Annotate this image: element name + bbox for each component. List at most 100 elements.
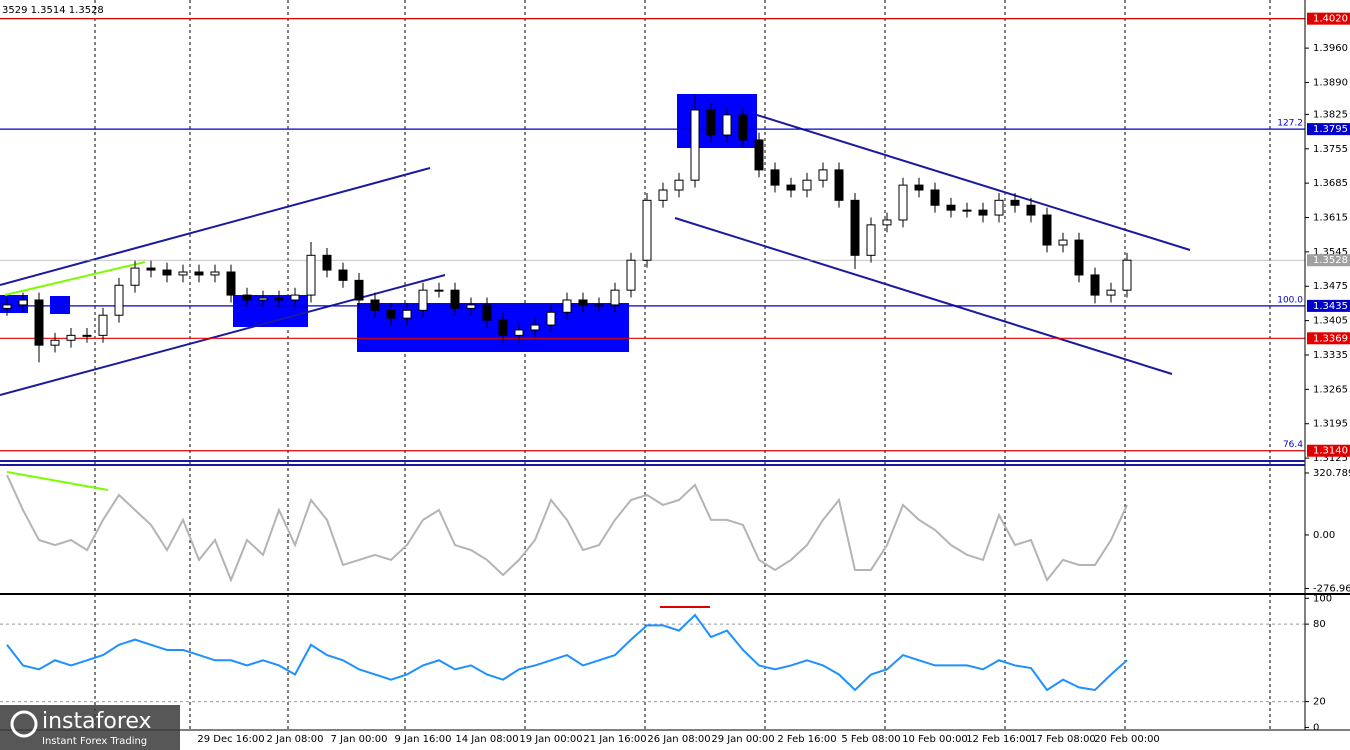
candle-body [690, 109, 700, 181]
candle-body [1010, 199, 1020, 206]
x-tick-label: 5 Feb 08:00 [841, 734, 900, 745]
candle-body [18, 299, 28, 306]
candle-body [754, 139, 764, 171]
level-label: 1.3528 [1313, 255, 1348, 266]
candle-body [114, 284, 124, 316]
x-tick-label: 14 Jan 08:00 [455, 734, 518, 745]
y-tick-label: 1.3405 [1313, 316, 1348, 327]
plot: 127.2 100.0 76.4 [0, 18, 1305, 703]
candle-body [1042, 214, 1052, 246]
candle-body [1058, 239, 1068, 246]
y-tick-label: 1.3265 [1313, 384, 1348, 395]
level-box [1307, 299, 1350, 312]
candle-body [1074, 239, 1084, 276]
x-tick-label: 12 Feb 16:00 [966, 734, 1032, 745]
candle-body [226, 271, 236, 296]
candle-body [626, 259, 636, 291]
x-tick-label: 29 Dec 16:00 [197, 734, 264, 745]
candle-body [962, 209, 972, 212]
candle-body [834, 169, 844, 201]
y-tick-label: 0.00 [1313, 530, 1335, 541]
candle-body [738, 114, 748, 141]
y-tick-label: 1.3475 [1313, 281, 1348, 292]
candle-body [370, 299, 380, 311]
y-tick-label: 1.3755 [1313, 144, 1348, 155]
candle-body [146, 267, 156, 271]
candle-body [898, 184, 908, 221]
y-tick-label: 1.3335 [1313, 350, 1348, 361]
candle-body [530, 324, 540, 331]
candle-body [274, 297, 284, 301]
candle-body [866, 224, 876, 256]
y-tick-label: 1.3545 [1313, 247, 1348, 258]
candle-body [466, 304, 476, 309]
header: 3529 1.3514 1.3528 [2, 5, 104, 16]
candle-body [2, 304, 12, 309]
logo-brand: instaforex [42, 709, 152, 734]
y-tick-label: 1.3195 [1313, 419, 1348, 430]
fib-label: 100.0 [1277, 295, 1303, 305]
candle-body [402, 309, 412, 319]
candle-body [418, 289, 428, 311]
logo-tagline: Instant Forex Trading [42, 736, 147, 747]
level-label: 1.3369 [1313, 333, 1348, 344]
candle-body [930, 189, 940, 206]
candle-body [770, 169, 780, 186]
candle-body [818, 169, 828, 181]
level-label: 1.3140 [1313, 446, 1348, 457]
candle-body [994, 199, 1004, 216]
candle-body [594, 304, 604, 307]
candle-body [82, 334, 92, 337]
logo: instaforex Instant Forex Trading [0, 705, 180, 750]
level-label: 1.3795 [1313, 124, 1348, 135]
candle-body [258, 297, 268, 301]
candle-body [306, 254, 316, 296]
x-tick-label: 26 Jan 08:00 [647, 734, 710, 745]
x-tick-label: 21 Jan 16:00 [583, 734, 646, 745]
candle-body [482, 304, 492, 321]
level-box [1307, 332, 1350, 345]
candle-body [130, 267, 140, 286]
indicator-line [6, 613, 1128, 692]
candle-body [1106, 289, 1116, 296]
candle-body [354, 279, 364, 301]
candle-body [194, 271, 204, 276]
candle-body [706, 109, 716, 136]
candle-body [546, 311, 556, 326]
level-box [1307, 444, 1350, 457]
level-label: 1.4020 [1313, 14, 1348, 25]
candle-body [674, 179, 684, 191]
y-tick-label: 1.3615 [1313, 213, 1348, 224]
fib-label: 76.4 [1283, 440, 1303, 450]
candle-body [98, 314, 108, 336]
level-label: 1.3435 [1313, 301, 1348, 312]
candle-body [578, 299, 588, 306]
y-tick-label: 20 [1313, 697, 1326, 708]
candle-body [1122, 259, 1132, 291]
indicator-line [6, 474, 1128, 583]
candle-body [290, 294, 300, 301]
candle-body [642, 199, 652, 261]
x-tick-label: 29 Jan 00:00 [711, 734, 774, 745]
candle-body [450, 289, 460, 309]
candle-body [658, 189, 668, 201]
candle-body [338, 269, 348, 281]
channels [0, 114, 1191, 608]
level-box [1307, 12, 1350, 25]
candle-body [1090, 274, 1100, 296]
candle-body [850, 199, 860, 256]
time-grid [94, 0, 1271, 730]
x-tick-label: 2 Feb 16:00 [777, 734, 836, 745]
candle-body [434, 289, 444, 292]
y-tick-label: 1.3890 [1313, 77, 1348, 88]
candle-body [562, 299, 572, 313]
x-tick-label: 17 Feb 08:00 [1030, 734, 1096, 745]
y-tick-label: 80 [1313, 619, 1326, 630]
y-tick-label: 1.3685 [1313, 178, 1348, 189]
candle-body [322, 254, 332, 271]
fib-label: 127.2 [1277, 119, 1303, 129]
candle-body [210, 271, 220, 276]
candle-body [498, 319, 508, 336]
level-box [1307, 254, 1350, 267]
